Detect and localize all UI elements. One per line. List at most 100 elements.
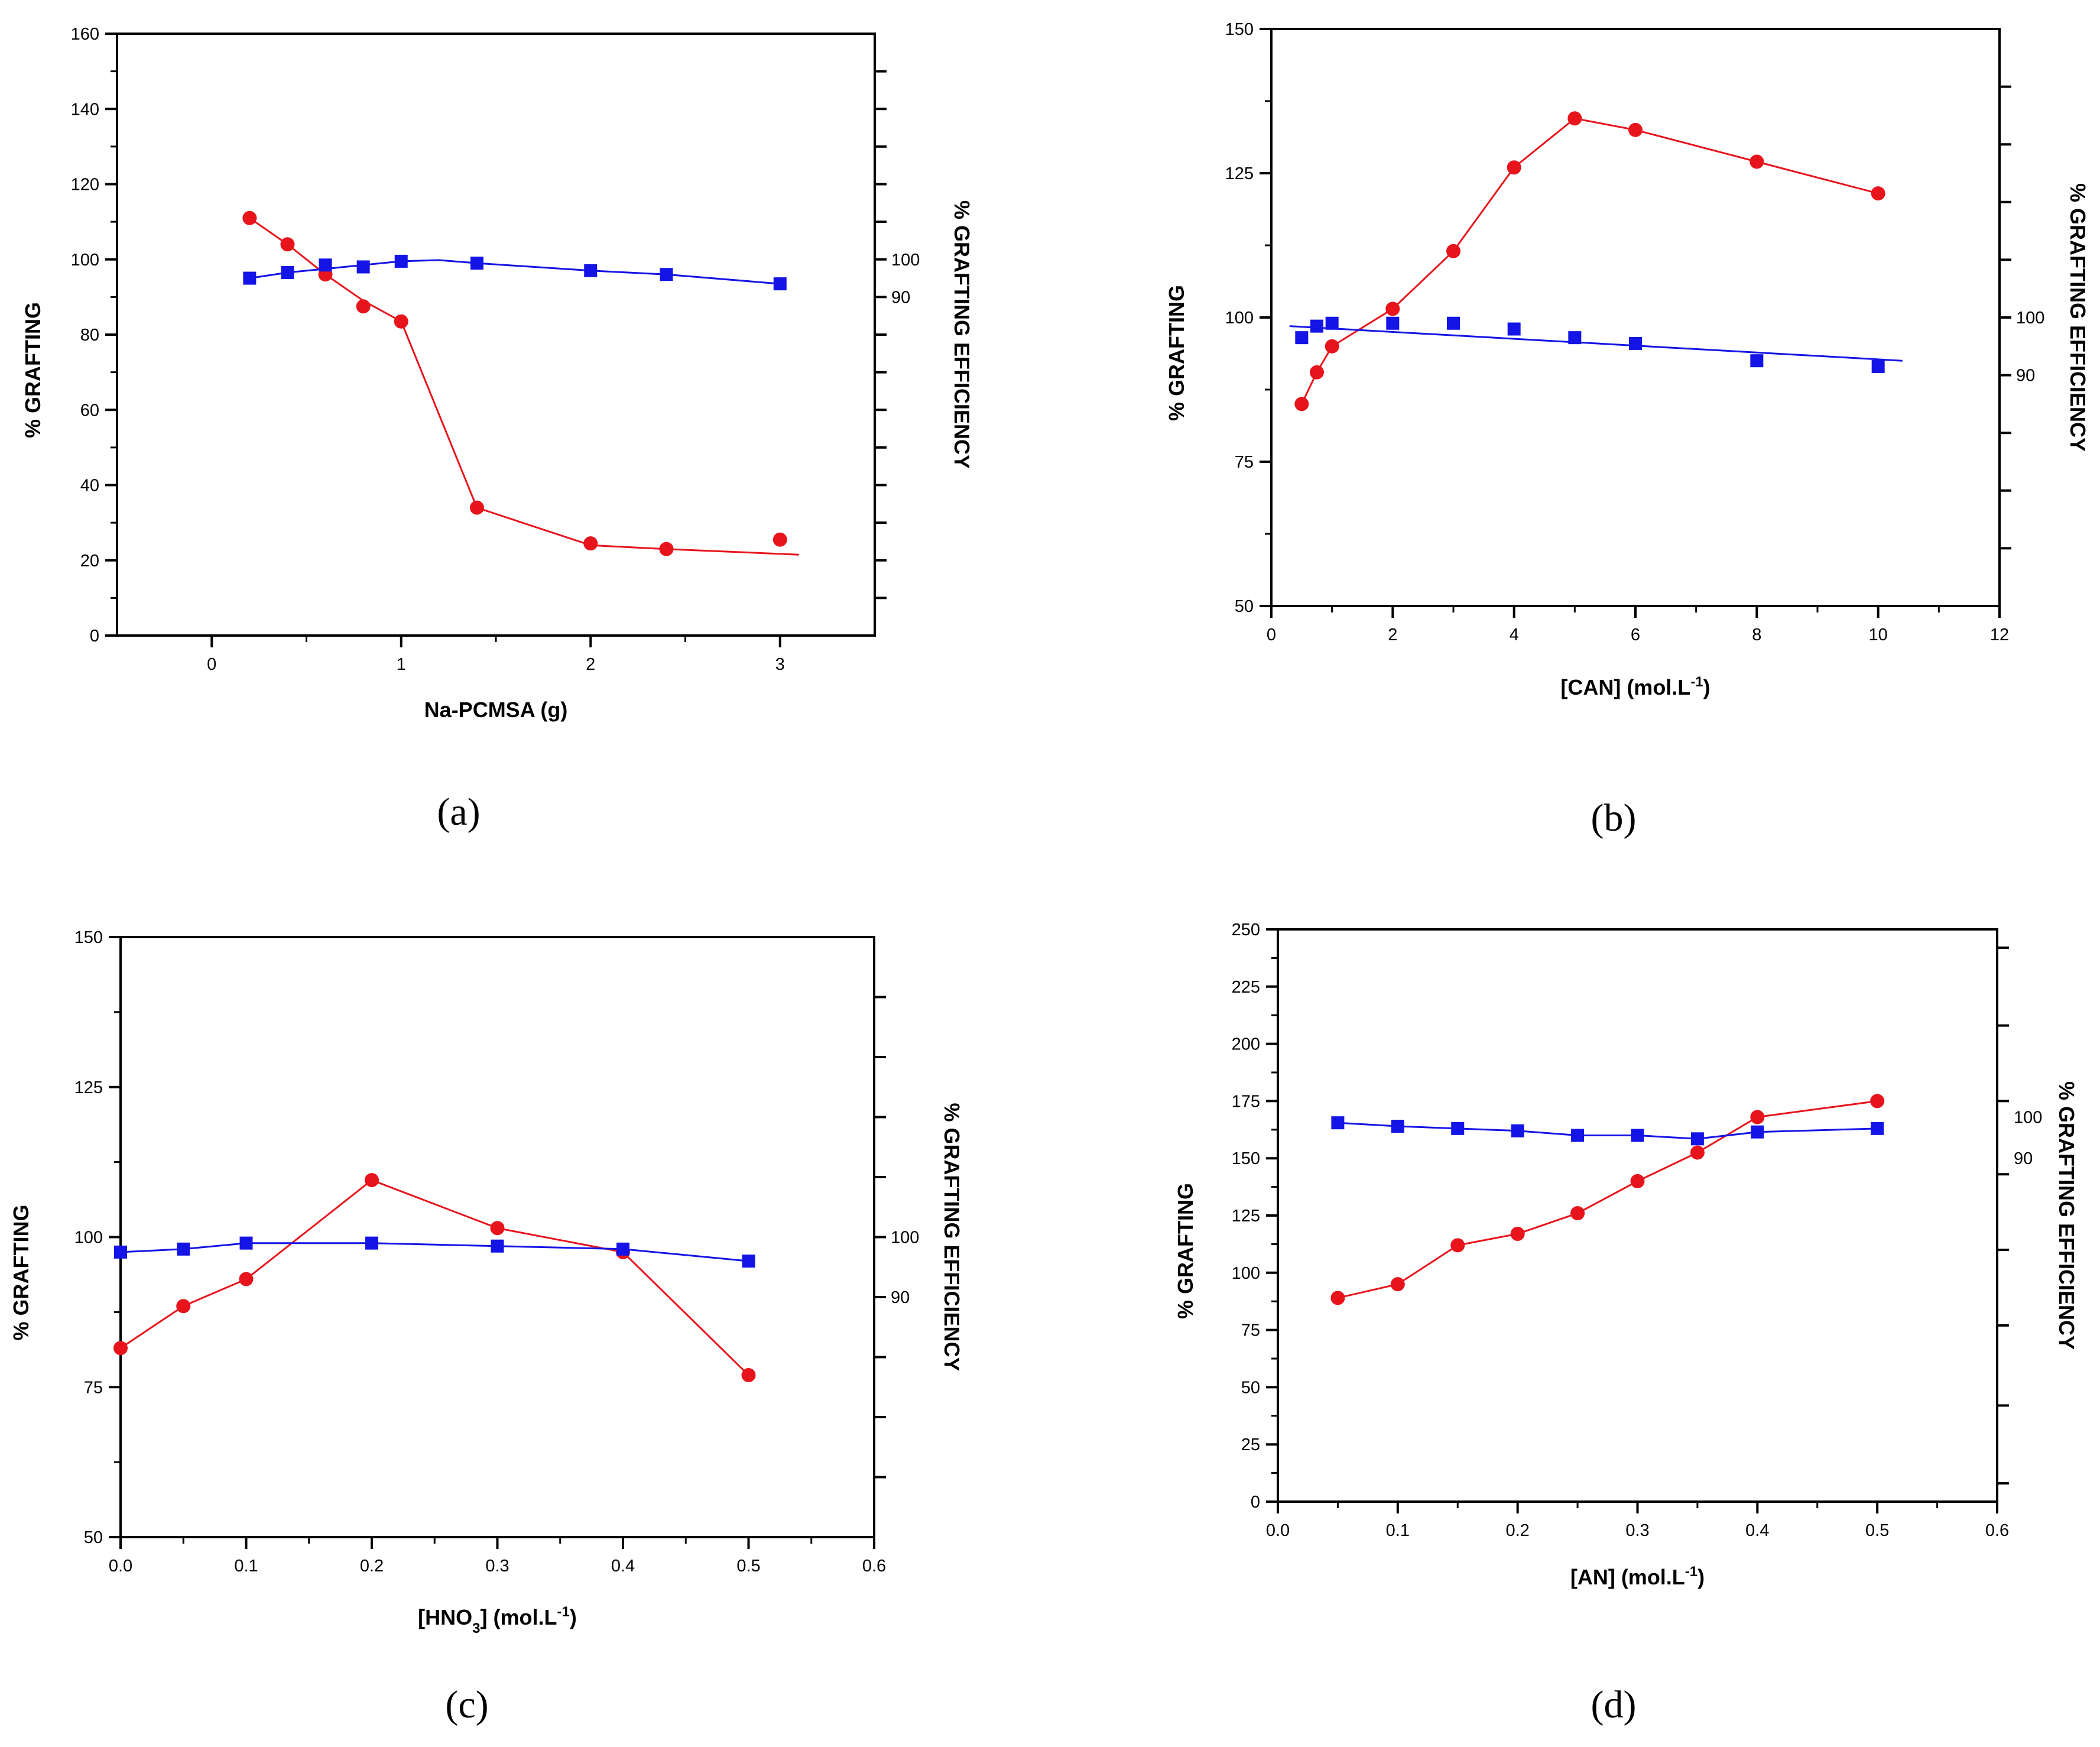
panel-label: (c)	[445, 1683, 488, 1726]
data-point-efficiency	[1451, 1122, 1465, 1135]
plot-frame	[116, 33, 876, 637]
y-tick-label: 100	[74, 1229, 103, 1247]
data-point-grafting	[1871, 186, 1885, 201]
y-tick-label: 125	[1232, 1207, 1260, 1226]
data-point-grafting	[583, 536, 598, 551]
y-tick-label: 0	[90, 627, 99, 646]
x-axis-label-xlabel-sub: 3	[472, 1620, 480, 1636]
y-tick-label: 175	[1232, 1092, 1260, 1111]
x-axis-label-xlabel: Na-PCMSA (g)	[424, 698, 568, 722]
y-tick-label: 80	[80, 326, 99, 345]
data-point-efficiency	[1631, 1129, 1644, 1142]
data-point-efficiency	[584, 264, 598, 277]
data-point-efficiency	[239, 1236, 253, 1250]
x-axis-label-xlabel: [HNO	[418, 1605, 472, 1629]
y-tick-label: 160	[71, 25, 99, 44]
data-point-efficiency	[1690, 1132, 1704, 1146]
data-point-grafting	[1630, 1174, 1645, 1188]
series-grafting	[242, 210, 799, 556]
x-tick-label: 0.5	[1865, 1521, 1889, 1540]
y2-tick-label: 100	[891, 1229, 919, 1247]
x-tick-label: 0.4	[611, 1557, 635, 1576]
data-point-efficiency	[1751, 1125, 1764, 1139]
data-point-grafting	[1567, 111, 1582, 126]
data-point-grafting	[176, 1299, 191, 1314]
series-line-grafting	[120, 1179, 749, 1376]
y2-axis-label: % GRAFTING EFFICIENCY	[950, 200, 974, 469]
data-point-efficiency	[243, 271, 257, 285]
series-line-efficiency	[249, 259, 780, 285]
x-axis-label: [HNO3] (mol.L-1)	[418, 1604, 577, 1636]
x-tick-label: 0.0	[109, 1557, 132, 1576]
data-point-grafting	[1570, 1206, 1585, 1221]
y-tick-label: 125	[74, 1078, 103, 1097]
y2-tick-label: 90	[2014, 1149, 2033, 1168]
x-tick-label: 6	[1631, 625, 1640, 644]
data-point-efficiency	[177, 1242, 190, 1256]
y-tick-label: 150	[74, 928, 103, 947]
y2-axis-label: % GRAFTING EFFICIENCY	[2066, 183, 2090, 452]
x-tick-label: 3	[775, 655, 785, 674]
data-point-grafting	[113, 1341, 128, 1356]
data-point-grafting	[242, 210, 257, 225]
x-axis-label-xlabel: [CAN] (mol.L	[1560, 675, 1690, 699]
data-point-grafting	[1390, 1277, 1405, 1292]
x-tick-label: 0.3	[1625, 1521, 1649, 1540]
y2-tick-label: 100	[891, 251, 920, 270]
panel-label: (b)	[1591, 796, 1637, 840]
y-tick-label: 250	[1232, 921, 1260, 939]
plot-frame	[1277, 928, 1998, 1503]
data-point-efficiency	[356, 260, 370, 274]
y-tick-label: 150	[1232, 1149, 1260, 1168]
x-tick-label: 2	[586, 655, 595, 674]
chart-panel-2: 0 2 4 6 8 10 12 50 75 100 125 150 100 90 % GRAFTING % G…	[1164, 20, 2090, 840]
x-tick-label: 10	[1869, 625, 1888, 644]
x-tick-label: 0.2	[1506, 1521, 1530, 1540]
y-tick-label: 50	[84, 1528, 103, 1547]
y-tick-label: 60	[80, 401, 99, 420]
x-tick-label: 0	[207, 655, 216, 674]
data-point-efficiency	[1568, 331, 1582, 345]
data-point-efficiency	[1871, 359, 1885, 373]
x-axis-label-xlabel-mid: ] (mol.L	[481, 1605, 557, 1629]
data-point-grafting	[1690, 1145, 1705, 1160]
series-line-efficiency	[1338, 1122, 1878, 1140]
data-point-efficiency	[491, 1239, 504, 1253]
y-tick-label: 120	[71, 176, 99, 195]
data-point-efficiency	[1331, 1116, 1345, 1130]
data-point-efficiency	[1391, 1119, 1404, 1133]
data-point-grafting	[356, 299, 371, 314]
series-efficiency	[114, 1236, 755, 1268]
data-point-grafting	[741, 1367, 756, 1382]
y-tick-label: 25	[1241, 1435, 1260, 1454]
x-tick-label: 0.6	[1985, 1521, 2009, 1540]
data-point-grafting	[1628, 122, 1643, 137]
x-tick-label: 4	[1510, 625, 1519, 644]
data-point-efficiency	[281, 266, 294, 280]
x-tick-label: 0.4	[1745, 1521, 1769, 1540]
data-point-efficiency	[616, 1242, 629, 1256]
data-point-grafting	[773, 532, 787, 547]
x-axis-label-xlabel: [AN] (mol.L	[1570, 1565, 1685, 1589]
data-point-grafting	[394, 314, 408, 329]
y2-tick-label: 90	[2016, 367, 2035, 385]
data-point-efficiency	[1310, 319, 1323, 333]
data-point-efficiency	[365, 1236, 378, 1250]
data-point-grafting	[1446, 244, 1460, 258]
panel-label: (a)	[437, 790, 480, 834]
data-point-efficiency	[114, 1245, 127, 1259]
x-axis-label-xlabel-sup: -1	[1685, 1564, 1697, 1580]
data-point-efficiency	[1295, 331, 1309, 345]
x-axis-label-xlabel-tail: )	[570, 1605, 577, 1629]
plot-frame	[1270, 28, 2001, 607]
data-point-grafting	[1325, 339, 1339, 354]
data-point-grafting	[1750, 1110, 1765, 1124]
series-grafting	[113, 1173, 756, 1382]
data-point-efficiency	[1386, 316, 1400, 330]
y-tick-label: 200	[1232, 1035, 1260, 1054]
data-point-grafting	[1507, 160, 1521, 175]
x-tick-label: 8	[1752, 625, 1761, 644]
x-tick-label: 0.2	[360, 1557, 384, 1576]
series-grafting	[1330, 1094, 1885, 1305]
